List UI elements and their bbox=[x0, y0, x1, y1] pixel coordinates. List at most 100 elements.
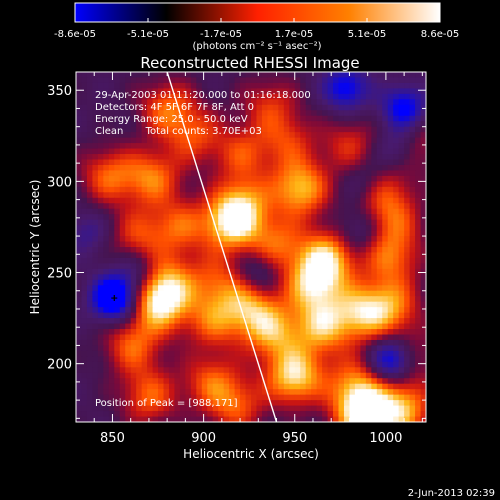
heatmap-cell bbox=[256, 175, 263, 182]
heatmap-cell bbox=[272, 241, 279, 248]
heatmap-cell bbox=[234, 312, 241, 319]
heatmap-cell bbox=[114, 93, 121, 100]
heatmap-cell bbox=[81, 279, 88, 286]
heatmap-cell bbox=[251, 219, 258, 226]
heatmap-cell bbox=[179, 88, 186, 95]
heatmap-cell bbox=[398, 99, 405, 106]
heatmap-cell bbox=[130, 318, 137, 325]
heatmap-cell bbox=[201, 329, 208, 336]
heatmap-cell bbox=[223, 247, 230, 254]
heatmap-cell bbox=[245, 268, 252, 275]
heatmap-cell bbox=[190, 350, 197, 357]
heatmap-cell bbox=[256, 378, 263, 385]
heatmap-cell bbox=[92, 345, 99, 352]
heatmap-cell bbox=[240, 154, 247, 161]
heatmap-cell bbox=[114, 99, 121, 106]
heatmap-cell bbox=[415, 416, 422, 422]
heatmap-cell bbox=[76, 115, 83, 122]
heatmap-cell bbox=[365, 416, 372, 422]
heatmap-cell bbox=[316, 345, 323, 352]
heatmap-cell bbox=[360, 367, 367, 374]
heatmap-cell bbox=[141, 236, 148, 243]
heatmap-cell bbox=[223, 214, 230, 221]
heatmap-cell bbox=[311, 290, 318, 297]
heatmap-cell bbox=[201, 394, 208, 401]
heatmap-cell bbox=[409, 72, 416, 79]
heatmap-cell bbox=[261, 99, 269, 106]
heatmap-cell bbox=[333, 154, 340, 161]
heatmap-cell bbox=[168, 296, 176, 303]
heatmap-cell bbox=[371, 126, 378, 133]
heatmap-cell bbox=[371, 99, 378, 106]
heatmap-cell bbox=[256, 132, 263, 139]
heatmap-cell bbox=[97, 132, 104, 139]
heatmap-cell bbox=[316, 219, 323, 226]
heatmap-cell bbox=[365, 378, 372, 385]
heatmap-cell bbox=[267, 192, 274, 199]
heatmap-cell bbox=[196, 279, 203, 286]
heatmap-cell bbox=[382, 170, 389, 177]
heatmap-cell bbox=[382, 137, 389, 144]
heatmap-cell bbox=[136, 257, 143, 265]
heatmap-cell bbox=[147, 247, 154, 254]
heatmap-cell bbox=[114, 290, 121, 297]
heatmap-cell bbox=[223, 143, 230, 150]
heatmap-cell bbox=[86, 312, 94, 319]
heatmap-cell bbox=[81, 296, 88, 303]
heatmap-cell bbox=[349, 394, 356, 401]
heatmap-cell bbox=[190, 372, 197, 379]
heatmap-cell bbox=[179, 148, 186, 155]
heatmap-cell bbox=[245, 132, 252, 139]
heatmap-cell bbox=[278, 236, 285, 243]
heatmap-cell bbox=[92, 148, 99, 155]
heatmap-cell bbox=[201, 307, 208, 314]
heatmap-cell bbox=[234, 170, 241, 177]
heatmap-cell bbox=[316, 154, 323, 161]
heatmap-cell bbox=[398, 132, 405, 139]
heatmap-cell bbox=[125, 88, 132, 95]
heatmap-cell bbox=[196, 77, 203, 84]
heatmap-cell bbox=[234, 230, 241, 237]
heatmap-cell bbox=[300, 170, 307, 177]
heatmap-cell bbox=[360, 329, 367, 336]
heatmap-cell bbox=[229, 285, 236, 292]
heatmap-cell bbox=[278, 241, 285, 248]
heatmap-cell bbox=[168, 301, 176, 308]
heatmap-cell bbox=[152, 312, 159, 319]
heatmap-cell bbox=[179, 241, 186, 248]
heatmap-cell bbox=[223, 175, 230, 182]
heatmap-cell bbox=[76, 405, 83, 412]
heatmap-cell bbox=[234, 132, 241, 139]
heatmap-cell bbox=[398, 225, 405, 232]
heatmap-cell bbox=[415, 230, 422, 237]
heatmap-cell bbox=[343, 132, 351, 139]
heatmap-cell bbox=[333, 279, 340, 286]
heatmap-cell bbox=[256, 318, 263, 325]
heatmap-cell bbox=[168, 318, 176, 325]
heatmap-cell bbox=[141, 192, 148, 199]
heatmap-cell bbox=[333, 329, 340, 336]
heatmap-cell bbox=[108, 104, 115, 111]
heatmap-cell bbox=[158, 279, 165, 286]
heatmap-cell bbox=[311, 241, 318, 248]
heatmap-cell bbox=[245, 279, 252, 286]
heatmap-cell bbox=[168, 312, 176, 319]
heatmap-cell bbox=[212, 121, 219, 128]
heatmap-cell bbox=[300, 104, 307, 111]
heatmap-cell bbox=[147, 230, 154, 237]
heatmap-cell bbox=[92, 164, 99, 172]
heatmap-cell bbox=[92, 394, 99, 401]
heatmap-cell bbox=[163, 82, 170, 90]
heatmap-cell bbox=[404, 345, 411, 352]
heatmap-cell bbox=[327, 279, 334, 286]
heatmap-cell bbox=[387, 268, 394, 275]
heatmap-cell bbox=[349, 323, 356, 330]
heatmap-cell bbox=[223, 339, 230, 347]
heatmap-cell bbox=[229, 329, 236, 336]
heatmap-cell bbox=[251, 361, 258, 368]
heatmap-cell bbox=[229, 263, 236, 270]
heatmap-cell bbox=[261, 339, 269, 347]
heatmap-cell bbox=[420, 345, 426, 352]
heatmap-cell bbox=[360, 148, 367, 155]
heatmap-cell bbox=[393, 93, 400, 100]
